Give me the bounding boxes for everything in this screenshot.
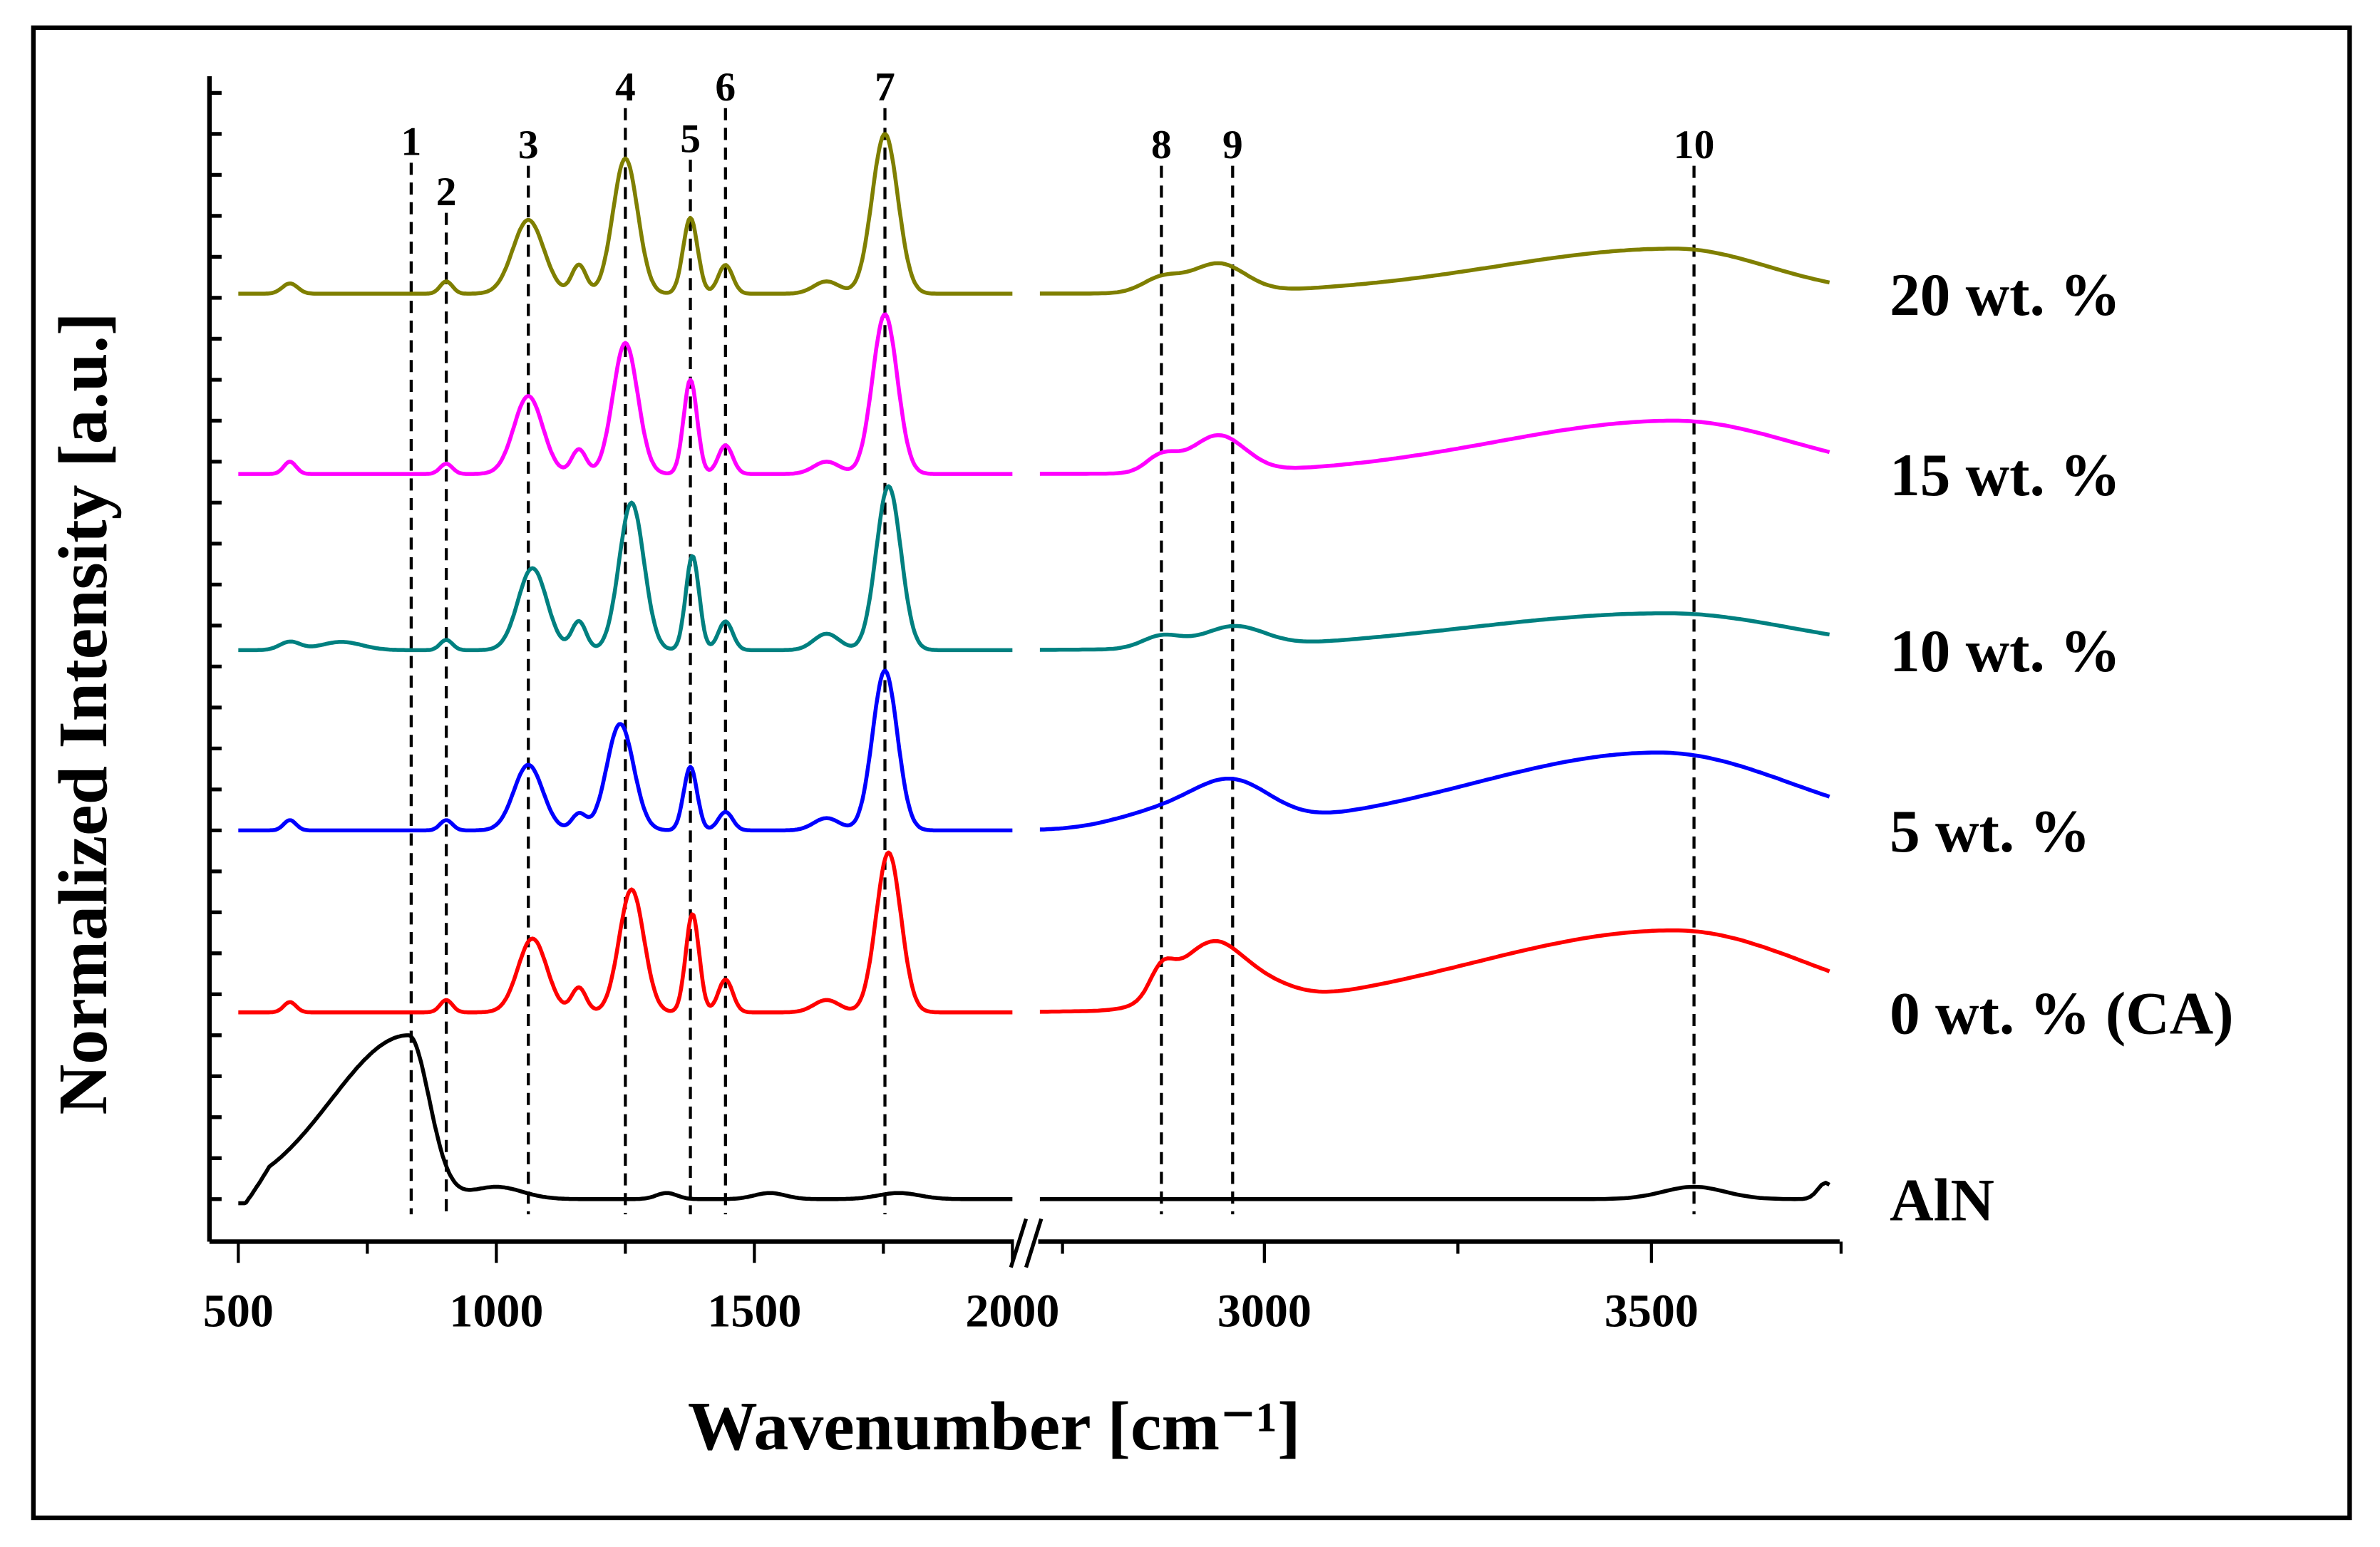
peak-marker-label: 5 — [680, 116, 701, 161]
x-tick-label: 2000 — [965, 1285, 1059, 1338]
peak-marker-label: 3 — [518, 123, 539, 167]
peak-marker-label: 6 — [715, 65, 736, 110]
series-line-aln-seg1 — [237, 1033, 1013, 1206]
x-tick-label: 3000 — [1217, 1285, 1312, 1338]
series-label: 20 wt. % — [1890, 262, 2121, 328]
x-tick-label: 500 — [203, 1285, 274, 1338]
series-label: AlN — [1890, 1167, 1994, 1234]
series-line-20-wt--seg2 — [1039, 247, 1830, 296]
x-axis-title: Wavenumber [cm⁻¹] — [688, 1388, 1301, 1465]
series-label: 15 wt. % — [1890, 442, 2121, 509]
series-label: 5 wt. % — [1890, 798, 2090, 865]
peak-marker-label: 9 — [1222, 123, 1243, 167]
series-line-5-wt--seg1 — [237, 668, 1013, 833]
y-axis-title: Normalized Intensity [a.u.] — [45, 312, 122, 1114]
series-line-10-wt--seg1 — [237, 484, 1013, 653]
series-label: 0 wt. % (CA) — [1890, 980, 2233, 1047]
peak-marker-label: 1 — [401, 120, 421, 165]
x-tick-label: 3500 — [1604, 1285, 1699, 1338]
series-line-5-wt--seg2 — [1039, 750, 1830, 832]
series-line-10-wt--seg2 — [1039, 611, 1830, 652]
series-line-15-wt--seg2 — [1039, 418, 1830, 476]
series-lines — [237, 132, 1830, 1206]
peak-marker-label: 10 — [1674, 123, 1714, 167]
series-line-aln-seg2 — [1039, 1181, 1830, 1201]
series-label: 10 wt. % — [1890, 618, 2121, 685]
peak-marker-label: 4 — [615, 65, 636, 110]
series-line-20-wt--seg1 — [237, 132, 1013, 296]
peak-marker-label: 8 — [1151, 123, 1172, 167]
peak-marker-label: 7 — [875, 65, 895, 110]
x-tick-label: 1500 — [707, 1285, 801, 1338]
axes: 500 1000 1500 2000 3000 3500 — [203, 76, 1843, 1338]
series-line-15-wt--seg1 — [237, 312, 1013, 476]
axis-break-mark — [1024, 1218, 1044, 1268]
x-tick-label: 1000 — [449, 1285, 543, 1338]
peak-marker-label: 2 — [436, 170, 457, 214]
series-line-0-wt-ca--seg2 — [1039, 928, 1830, 1014]
figure-frame — [31, 25, 2352, 1521]
series-line-0-wt-ca--seg1 — [237, 850, 1013, 1015]
series-labels: 20 wt. % 15 wt. % 10 wt. % 5 wt. % 0 wt. % (… — [1890, 262, 2233, 1234]
